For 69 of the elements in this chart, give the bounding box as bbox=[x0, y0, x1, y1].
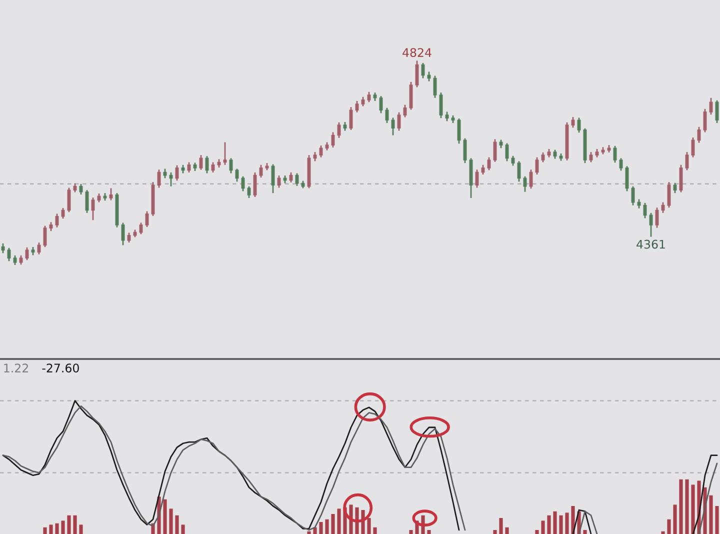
bar bbox=[373, 527, 377, 534]
bar bbox=[61, 520, 65, 534]
bar bbox=[679, 479, 683, 534]
candlestick bbox=[487, 156, 491, 171]
bar bbox=[313, 527, 317, 534]
bar bbox=[493, 530, 497, 534]
bar bbox=[331, 514, 335, 534]
candlestick bbox=[25, 246, 29, 261]
candlestick bbox=[511, 155, 515, 166]
bar bbox=[535, 530, 539, 534]
bar bbox=[175, 515, 179, 534]
candlestick bbox=[79, 183, 83, 196]
bar bbox=[709, 495, 713, 534]
candlestick bbox=[541, 152, 545, 163]
bar bbox=[427, 530, 431, 534]
candlestick bbox=[391, 116, 395, 136]
text: -27.60 bbox=[42, 364, 79, 373]
bar bbox=[559, 515, 563, 534]
candlestick bbox=[319, 144, 323, 158]
candlestick bbox=[571, 116, 575, 128]
candlestick bbox=[637, 198, 641, 210]
bar bbox=[673, 504, 677, 534]
candlestick bbox=[673, 182, 677, 194]
bar bbox=[163, 499, 167, 534]
candlestick bbox=[709, 97, 713, 116]
candlestick bbox=[649, 212, 653, 238]
text: 1.22 bbox=[4, 364, 28, 372]
bar bbox=[325, 519, 329, 534]
bar bbox=[691, 484, 695, 534]
bar bbox=[547, 515, 551, 534]
candlestick bbox=[19, 254, 23, 266]
bar bbox=[367, 518, 371, 534]
candlestick bbox=[445, 111, 449, 122]
bar bbox=[307, 531, 311, 534]
bar bbox=[73, 515, 77, 534]
bar bbox=[181, 524, 185, 534]
bar bbox=[553, 511, 557, 534]
candlestick bbox=[613, 145, 617, 164]
candlestick bbox=[313, 151, 317, 162]
bar bbox=[667, 519, 671, 534]
bar bbox=[661, 531, 665, 534]
candlestick bbox=[109, 187, 113, 201]
candlestick bbox=[589, 151, 593, 163]
candlestick bbox=[7, 247, 11, 262]
candlestick bbox=[13, 254, 17, 266]
candlestick bbox=[619, 157, 623, 172]
bar bbox=[55, 523, 59, 534]
bar bbox=[565, 512, 569, 534]
bar bbox=[169, 508, 173, 534]
candlestick bbox=[199, 154, 203, 170]
bar bbox=[505, 527, 509, 534]
bar bbox=[79, 524, 83, 534]
bar bbox=[715, 506, 719, 534]
candlestick bbox=[367, 91, 371, 103]
bar bbox=[499, 518, 503, 534]
candlestick bbox=[577, 116, 581, 134]
bar bbox=[49, 524, 53, 534]
bar bbox=[541, 520, 545, 534]
annotation: 4824 bbox=[402, 48, 432, 58]
bar bbox=[685, 479, 689, 534]
candlestick bbox=[223, 142, 227, 166]
annotation: 4361 bbox=[636, 240, 665, 249]
bar bbox=[43, 527, 47, 534]
candlestick bbox=[361, 96, 365, 107]
bar bbox=[319, 522, 323, 534]
bar bbox=[409, 530, 413, 534]
bar bbox=[337, 508, 341, 534]
bar bbox=[583, 530, 587, 534]
bar bbox=[67, 515, 71, 534]
